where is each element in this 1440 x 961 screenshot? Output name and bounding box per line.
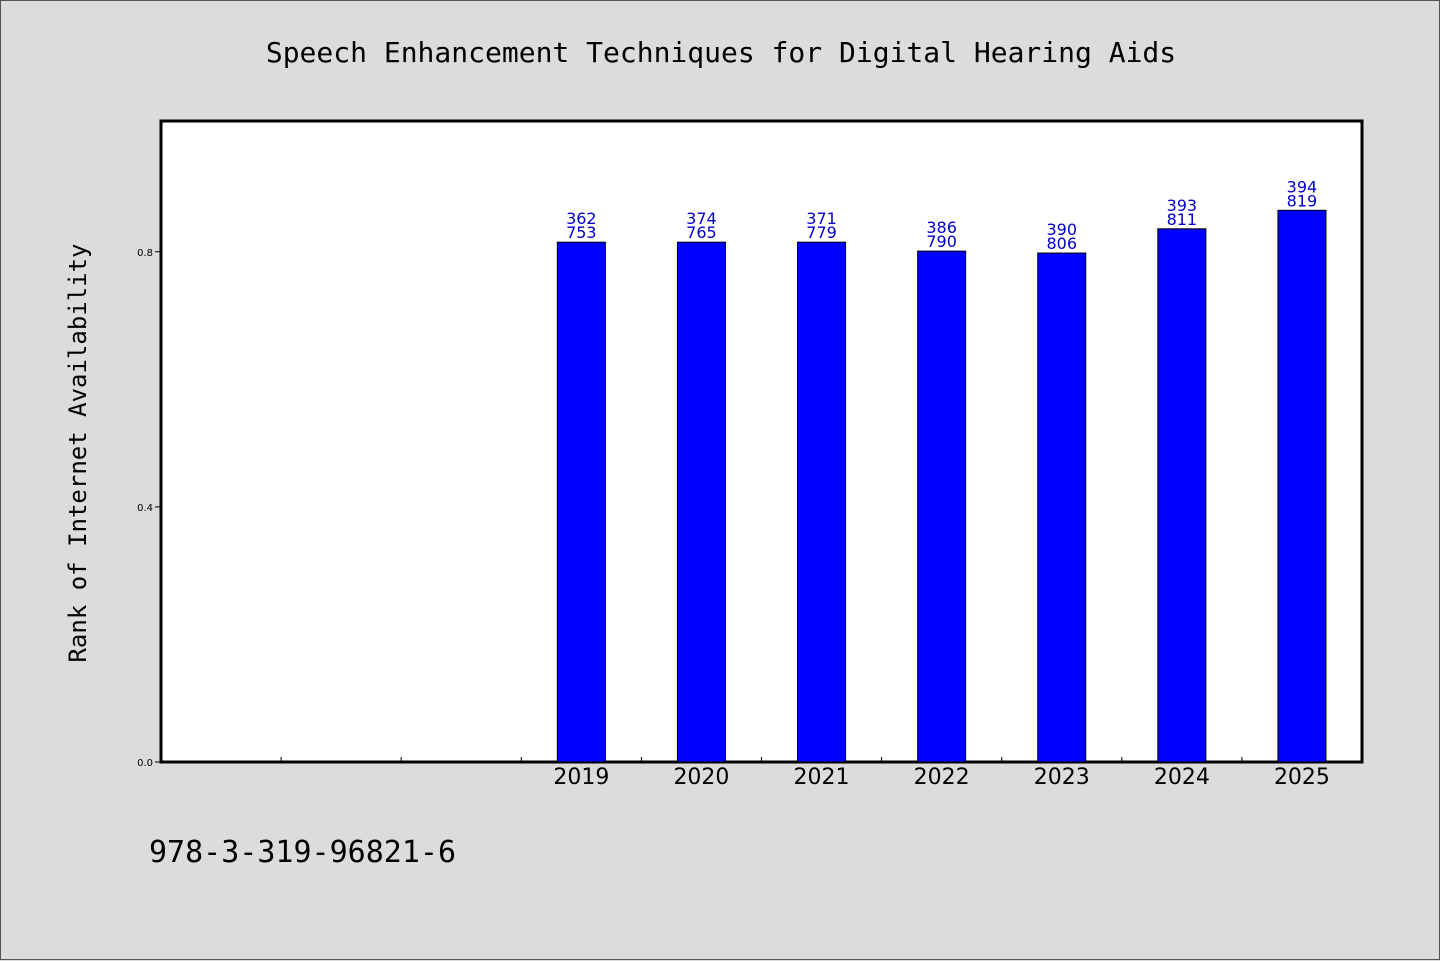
bar-2023 xyxy=(1037,252,1087,763)
y-tick-label: 0.8 xyxy=(137,248,153,259)
bar-label-2025-bottom: 819 xyxy=(1287,191,1318,210)
bar-2025 xyxy=(1277,209,1327,763)
bars xyxy=(556,209,1327,763)
x-tick-labels: 2019 2020 2021 2022 2023 2024 2025 xyxy=(553,765,1330,790)
x-tick-label-2021: 2021 xyxy=(794,765,850,790)
bar-label-2019-bottom: 753 xyxy=(566,223,597,242)
x-tick-label-2019: 2019 xyxy=(553,765,609,790)
bar-label-2024-top: 393 xyxy=(1167,196,1198,215)
y-axis-label: Rank of Internet Availability xyxy=(64,243,92,662)
bar-2021 xyxy=(797,241,847,763)
bar-label-2019-top: 362 xyxy=(566,209,597,228)
bar-label-2023-bottom: 806 xyxy=(1046,234,1077,253)
bar-label-2022-top: 386 xyxy=(926,218,957,237)
bar-2020 xyxy=(676,241,726,763)
bar-label-2025-top: 394 xyxy=(1287,177,1318,196)
bar-2019 xyxy=(556,241,606,763)
y-tick-label: 0.0 xyxy=(137,758,153,769)
chart-title: Speech Enhancement Techniques for Digita… xyxy=(266,36,1176,69)
x-tick-label-2024: 2024 xyxy=(1154,765,1210,790)
bar-label-2021-bottom: 779 xyxy=(806,223,837,242)
x-tick-label-2022: 2022 xyxy=(914,765,970,790)
y-tick-labels: 0.0 0.4 0.8 xyxy=(137,248,153,769)
x-tick-label-2020: 2020 xyxy=(673,765,729,790)
bar-2022 xyxy=(917,250,967,763)
bar-label-2022-bottom: 790 xyxy=(926,232,957,251)
bar-label-2020-top: 374 xyxy=(686,209,717,228)
bar-label-2020-bottom: 765 xyxy=(686,223,717,242)
axis-ticks xyxy=(155,251,1243,763)
isbn-footer: 978-3-319-96821-6 xyxy=(149,835,457,870)
y-tick-label: 0.4 xyxy=(137,503,153,514)
x-tick-label-2023: 2023 xyxy=(1034,765,1090,790)
x-tick-label-2025: 2025 xyxy=(1274,765,1330,790)
bar-2024 xyxy=(1157,228,1207,763)
bar-label-2024-bottom: 811 xyxy=(1167,210,1198,229)
bar-label-2021-top: 371 xyxy=(806,209,837,228)
bar-label-2023-top: 390 xyxy=(1046,220,1077,239)
